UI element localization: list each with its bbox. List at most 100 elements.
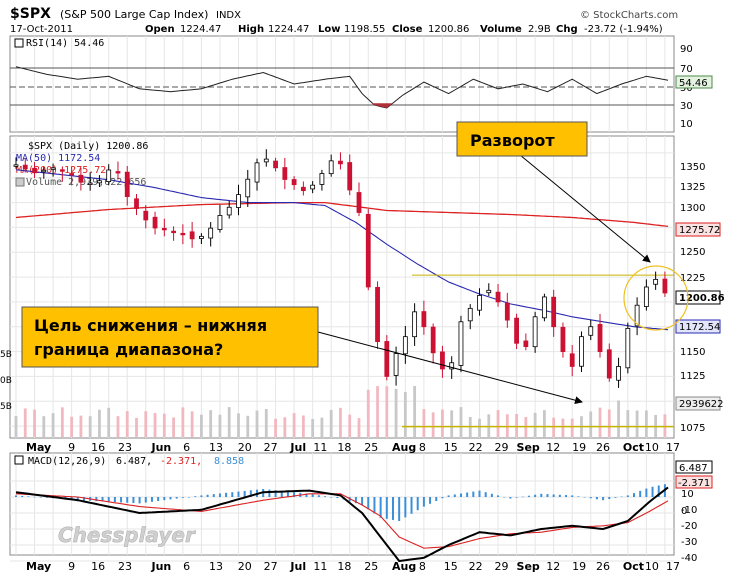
x-axis-label: 23	[118, 441, 132, 454]
x-axis-label: 16	[91, 441, 105, 454]
volume-bar	[339, 407, 342, 437]
candle-body	[180, 232, 186, 236]
macd-hist-bar	[497, 495, 500, 497]
price-tick-1250: 1250	[680, 247, 705, 258]
macd-hist-bar	[503, 497, 506, 498]
volume-bar	[376, 386, 379, 437]
volume-bar	[255, 410, 259, 437]
reversal-box	[456, 121, 588, 157]
volume-bar	[635, 410, 639, 437]
candle-body	[597, 324, 603, 352]
candle-body	[532, 316, 538, 348]
candle-body	[606, 349, 612, 379]
x-axis-label: Jul	[289, 560, 306, 573]
volume-bar	[301, 415, 305, 437]
candle-body	[273, 160, 278, 169]
volume-bar	[394, 388, 398, 437]
exchange-label: INDX	[216, 10, 241, 21]
x-axis-label: 10	[645, 441, 659, 454]
target-arrow	[317, 331, 583, 405]
macd-hist-bar	[225, 492, 228, 497]
macd-hist-bar	[21, 495, 24, 497]
x-axis-label: Oct	[623, 441, 644, 454]
candle-body	[300, 186, 306, 192]
volume-bar	[542, 410, 546, 437]
candle-body	[236, 194, 241, 208]
high-value: 1224.47	[268, 24, 309, 35]
macd-hist-bar	[113, 497, 116, 503]
candle-body	[365, 213, 371, 288]
x-axis-label: 12	[546, 441, 560, 454]
volume-bar	[42, 416, 46, 437]
candle-body	[97, 180, 102, 184]
volume-bar	[626, 410, 630, 437]
macd-hist-bar	[626, 495, 629, 497]
volume-bar	[116, 416, 120, 437]
x-axis-label: 6	[183, 441, 190, 454]
reversal-arrow	[519, 154, 651, 263]
volume-bar	[209, 410, 213, 437]
x-axis-label: 13	[209, 560, 223, 573]
rsi-legend: RSI(14) 54.46	[26, 38, 104, 49]
candle-body	[282, 167, 288, 180]
x-axis-label: 15	[444, 560, 458, 573]
macd-hist-bar	[416, 497, 419, 511]
macd-legend-swatch	[14, 455, 24, 465]
volume-bar	[14, 416, 18, 437]
x-axis-label: 26	[596, 441, 610, 454]
macd-hist-bar	[237, 491, 240, 497]
macd-hist-bar	[286, 491, 289, 497]
low-value: 1198.55	[344, 24, 385, 35]
volume-bar	[496, 410, 500, 437]
candle-body	[152, 216, 158, 229]
macd-hist-bar	[336, 497, 339, 499]
macd-hist-bar	[175, 497, 178, 499]
x-axis-label: Jul	[289, 441, 306, 454]
macd-tick-m40: -40	[681, 553, 697, 564]
volume-bar	[218, 414, 222, 437]
volume-bar	[274, 418, 277, 437]
candle-body	[579, 336, 584, 367]
volume-bar	[459, 407, 463, 437]
macd-hist-bar	[608, 497, 611, 499]
macd-hist-bar	[577, 496, 580, 497]
macd-hist-bar	[410, 497, 413, 514]
candle-body	[569, 353, 575, 367]
macd-hist-bar	[231, 492, 234, 497]
candle-body	[495, 291, 501, 303]
volume-bar	[227, 407, 231, 437]
candle-body	[588, 326, 594, 336]
x-axis-label: 22	[469, 441, 483, 454]
volume-bar	[663, 414, 667, 437]
macd-hist-bar	[150, 497, 153, 502]
signal-value: -2.371	[678, 478, 710, 489]
candle-body	[245, 178, 251, 198]
volume-bar	[441, 409, 444, 437]
volume-tick-b: 0B	[0, 376, 12, 386]
x-axis-label: 8	[419, 560, 426, 573]
candle-body	[69, 173, 75, 176]
candle-body	[32, 167, 37, 174]
target-box	[21, 306, 319, 368]
watermark: Chessplayer	[58, 523, 196, 547]
price-panel	[9, 135, 675, 439]
macd-legend-v2: -2.371,	[160, 456, 202, 467]
ma50-value-box	[675, 319, 721, 334]
volume-bar	[60, 407, 64, 437]
macd-legend-v3: 8.858	[214, 456, 244, 467]
volume-bar	[487, 414, 491, 437]
macd-hist-bar	[280, 490, 283, 497]
x-axis-label: 18	[337, 441, 351, 454]
volume-bar	[153, 413, 157, 437]
macd-hist-bar	[169, 497, 172, 500]
candle-body	[291, 179, 297, 186]
candle-body	[560, 326, 566, 352]
rsi-legend-swatch	[14, 38, 24, 48]
high-label: High	[238, 24, 264, 35]
ma200-value-box	[675, 222, 721, 237]
macd-hist-bar	[361, 497, 364, 505]
candle-body	[393, 353, 399, 376]
volume-bar	[172, 417, 175, 437]
x-axis-label: 29	[495, 560, 509, 573]
macd-hist-bar	[435, 497, 438, 501]
